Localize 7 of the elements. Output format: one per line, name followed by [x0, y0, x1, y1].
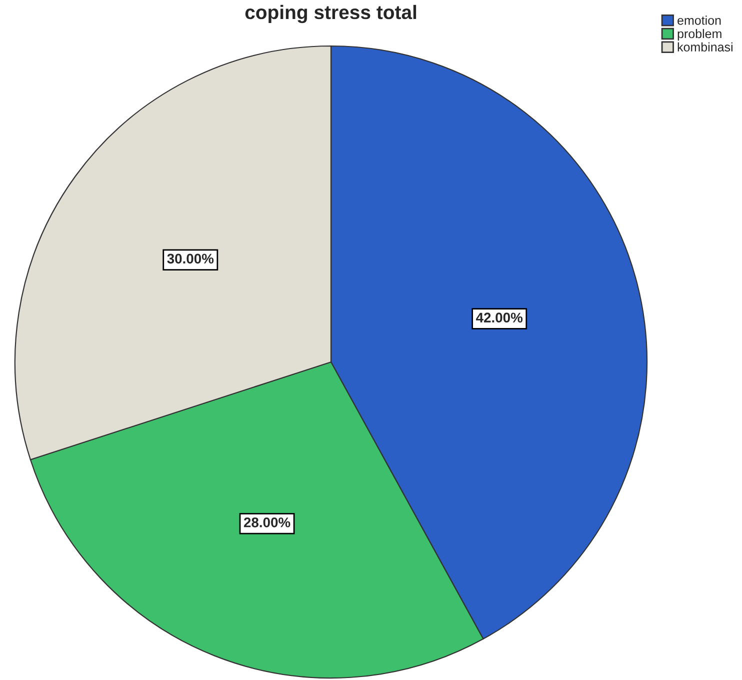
data-label: 42.00% — [476, 312, 523, 323]
legend-label: emotion — [678, 16, 721, 25]
data-label: 30.00% — [167, 254, 214, 264]
chart-title: coping stress total — [245, 4, 416, 24]
legend-label: kombinasi — [678, 42, 732, 52]
legend-label: problem — [678, 28, 722, 41]
data-label: 28.00% — [244, 517, 290, 528]
